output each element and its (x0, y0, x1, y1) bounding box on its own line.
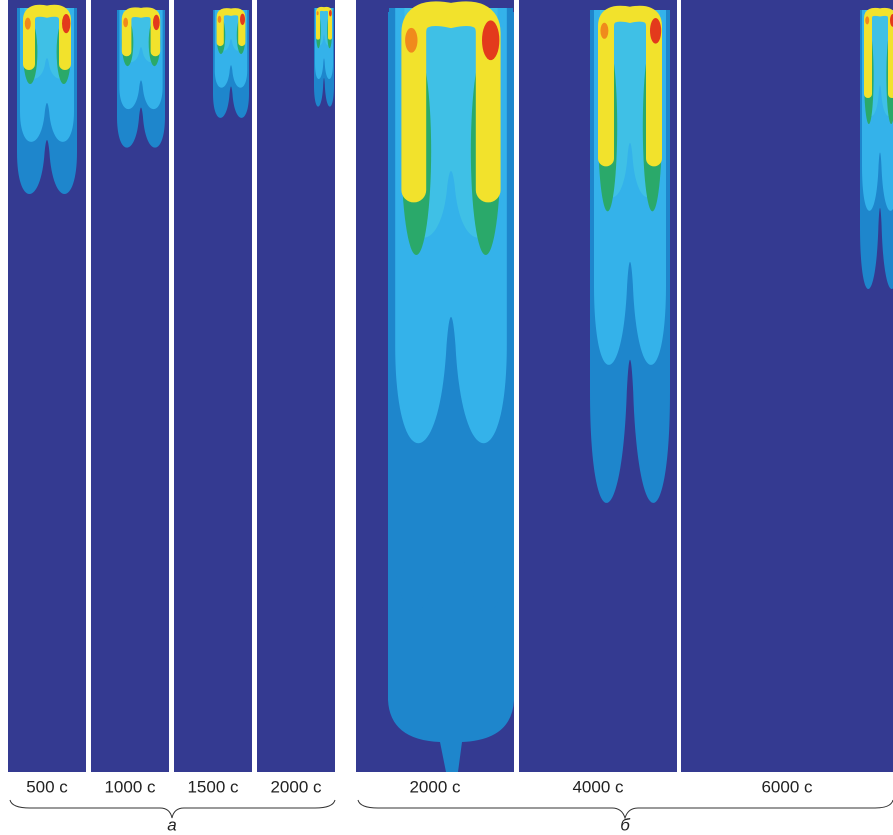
panel (174, 0, 252, 772)
brace (357, 799, 893, 820)
plume-hot (240, 13, 246, 26)
time-label: 500 с (26, 777, 68, 796)
plume-hot (865, 16, 870, 25)
panel (257, 0, 335, 772)
labels: 500 с 1000 с 1500 с 2000 с 2000 с 4000 с… (26, 777, 813, 796)
group-caption: а (167, 815, 176, 834)
plume-hot (650, 18, 662, 44)
plume-hot (217, 15, 222, 23)
plume-hot (61, 14, 71, 34)
plume-hot (316, 11, 319, 16)
time-label: 4000 с (572, 777, 624, 796)
panel (681, 0, 893, 772)
brace (9, 799, 336, 819)
plume-hot (482, 20, 500, 61)
time-label: 1500 с (187, 777, 239, 796)
plume-hot (600, 22, 609, 39)
plume-hot (153, 14, 160, 31)
plume-hot (329, 10, 332, 17)
time-label: 1000 с (104, 777, 156, 796)
plume-hot (123, 17, 129, 28)
plume-hot (24, 17, 31, 30)
time-label: 2000 с (270, 777, 322, 796)
time-label: 2000 с (409, 777, 461, 796)
plume-hot (890, 14, 893, 27)
group-caption: б (620, 815, 631, 834)
plume-hot (405, 27, 418, 53)
time-label: 6000 с (761, 777, 813, 796)
panels (8, 0, 893, 772)
